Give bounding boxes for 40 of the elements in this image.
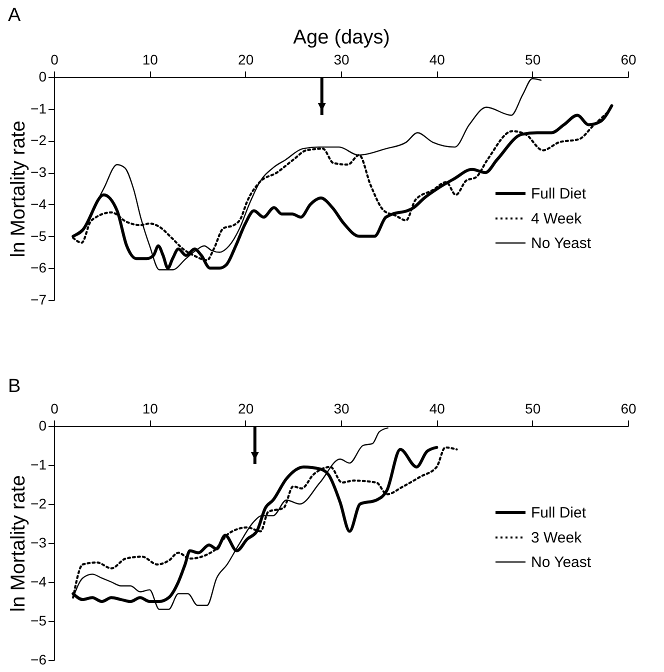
chart-title: B xyxy=(8,376,21,397)
x-tick-label: 30 xyxy=(334,400,350,416)
x-tick-label: 0 xyxy=(50,52,59,68)
x-tick-label: 50 xyxy=(525,52,541,68)
y-tick-label: −5 xyxy=(30,612,47,628)
y-tick-label: −5 xyxy=(30,228,47,244)
y-tick-label: −3 xyxy=(30,164,47,180)
x-tick-label: 60 xyxy=(620,400,636,416)
y-tick-label: −1 xyxy=(30,100,47,116)
y-tick-label: −2 xyxy=(30,496,47,512)
y-tick-label: −1 xyxy=(30,456,47,472)
y-axis-title: ln Mortality rate xyxy=(8,120,30,258)
x-axis-title: Age (days) xyxy=(293,26,390,48)
y-tick-label: 0 xyxy=(38,68,47,84)
x-tick-label: 0 xyxy=(50,400,59,416)
chart-title: A xyxy=(8,5,22,26)
y-tick-label: −4 xyxy=(30,574,47,590)
legend-label: Full Diet xyxy=(531,504,587,522)
x-tick-label: 10 xyxy=(142,400,158,416)
x-tick-label: 30 xyxy=(334,52,350,68)
x-tick-label: 20 xyxy=(238,52,254,68)
y-tick-label: −4 xyxy=(30,196,47,212)
legend-label: Full Diet xyxy=(531,186,587,202)
legend-label: No Yeast xyxy=(531,235,592,252)
y-tick-label: −6 xyxy=(30,260,47,276)
x-tick-label: 60 xyxy=(620,52,636,68)
x-tick-label: 20 xyxy=(238,400,254,416)
legend-label: No Yeast xyxy=(531,554,592,571)
y-tick-label: −3 xyxy=(30,534,47,550)
y-axis-title: ln Mortality rate xyxy=(8,475,30,612)
x-tick-label: 10 xyxy=(142,52,158,68)
x-tick-label: 40 xyxy=(429,52,446,68)
legend-label: 3 Week xyxy=(531,530,582,546)
y-tick-label: −6 xyxy=(30,652,47,668)
x-tick-label: 50 xyxy=(525,400,541,416)
y-tick-label: −7 xyxy=(30,292,47,308)
y-tick-label: 0 xyxy=(38,418,47,434)
x-tick-label: 40 xyxy=(429,400,446,416)
legend-label: 4 Week xyxy=(531,210,582,228)
y-tick-label: −2 xyxy=(30,132,47,148)
